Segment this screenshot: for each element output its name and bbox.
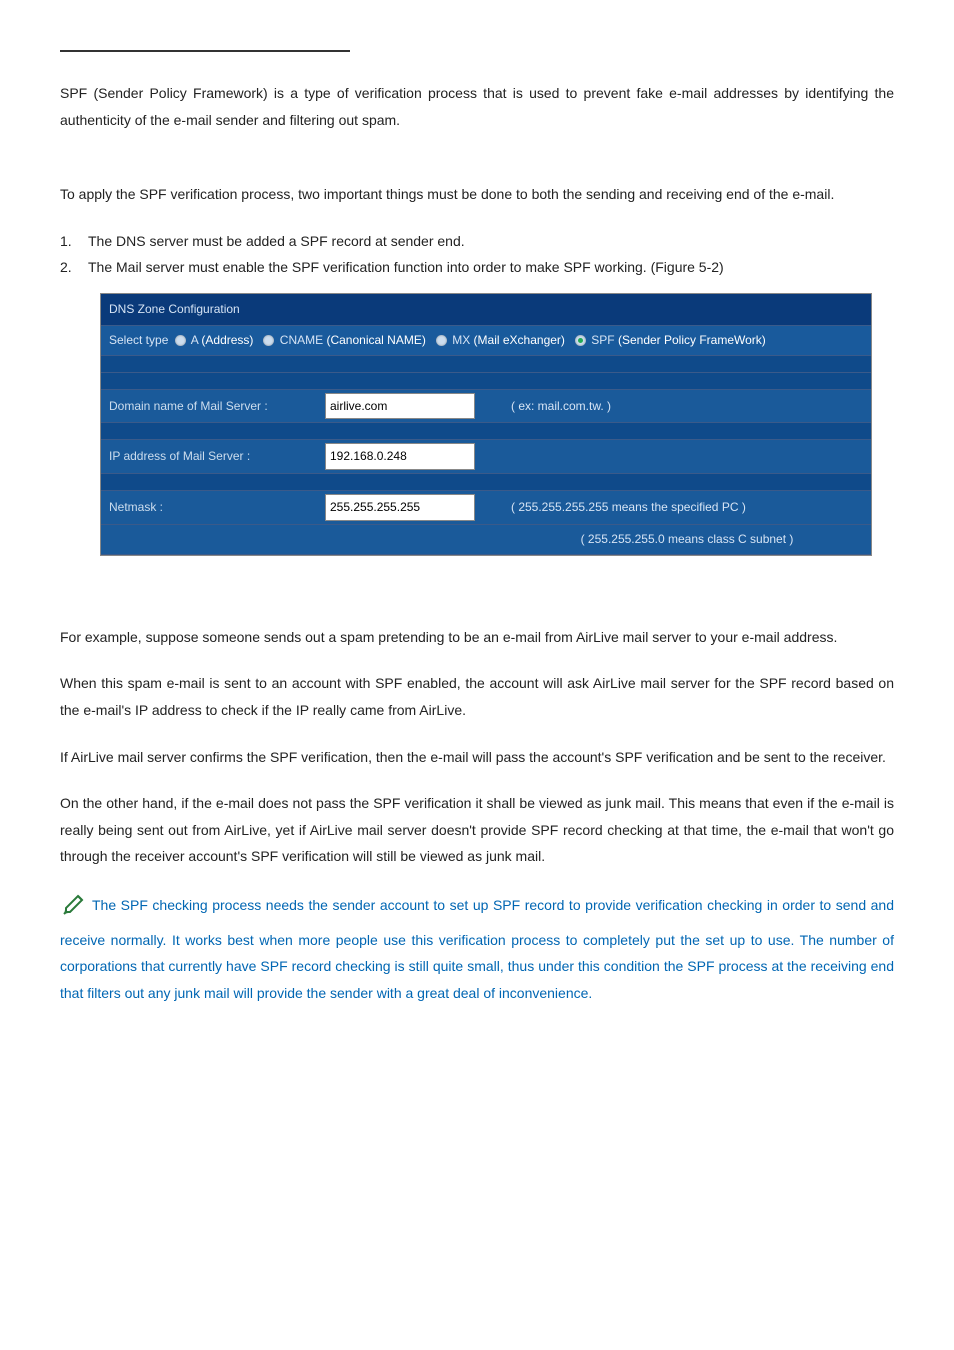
opt-a: (Address) (201, 333, 253, 347)
select-type-row: Select type A (Address) CNAME (Canonical… (101, 325, 871, 355)
radio-mx[interactable] (436, 335, 447, 346)
paragraph-spf-enabled: When this spam e-mail is sent to an acco… (60, 670, 894, 723)
opt-spf: (Sender Policy FrameWork) (618, 333, 766, 347)
radio-a[interactable] (175, 335, 186, 346)
note-text: The SPF checking process needs the sende… (60, 897, 894, 1001)
code-spf: SPF (591, 333, 614, 347)
domain-input[interactable]: airlive.com (325, 393, 475, 420)
netmask-hint2: ( 255.255.255.0 means class C subnet ) (503, 524, 871, 554)
paragraph-intro: SPF (Sender Policy Framework) is a type … (60, 80, 894, 133)
table-title: DNS Zone Configuration (101, 294, 871, 325)
netmask-row2: ( 255.255.255.0 means class C subnet ) (101, 524, 871, 554)
select-type-label: Select type (109, 333, 168, 347)
list-item-1: 1. The DNS server must be added a SPF re… (60, 228, 894, 255)
radio-spf[interactable] (575, 335, 586, 346)
opt-cname: (Canonical NAME) (326, 333, 425, 347)
radio-cname[interactable] (263, 335, 274, 346)
list-number: 1. (60, 228, 88, 255)
paragraph-confirm: If AirLive mail server confirms the SPF … (60, 744, 894, 771)
netmask-hint1: ( 255.255.255.255 means the specified PC… (503, 491, 871, 525)
paragraph-junk: On the other hand, if the e-mail does no… (60, 790, 894, 870)
note-paragraph: The SPF checking process needs the sende… (60, 890, 894, 1006)
domain-label: Domain name of Mail Server : (101, 389, 317, 423)
code-cname: CNAME (280, 333, 323, 347)
domain-row: Domain name of Mail Server : airlive.com… (101, 389, 871, 423)
dns-config-table: DNS Zone Configuration Select type A (Ad… (101, 294, 871, 555)
section-divider (60, 50, 350, 52)
code-mx: MX (452, 333, 470, 347)
ip-row: IP address of Mail Server : 192.168.0.24… (101, 440, 871, 474)
list-number: 2. (60, 254, 88, 281)
netmask-input[interactable]: 255.255.255.255 (325, 494, 475, 521)
netmask-label: Netmask : (101, 491, 317, 525)
netmask-row: Netmask : 255.255.255.255 ( 255.255.255.… (101, 491, 871, 525)
list-text: The Mail server must enable the SPF veri… (88, 254, 724, 281)
dns-config-figure: DNS Zone Configuration Select type A (Ad… (100, 293, 872, 556)
code-a: A (191, 333, 198, 347)
opt-mx: (Mail eXchanger) (474, 333, 565, 347)
paragraph-apply: To apply the SPF verification process, t… (60, 181, 894, 208)
ip-input[interactable]: 192.168.0.248 (325, 443, 475, 470)
pencil-note-icon (60, 890, 88, 927)
paragraph-example: For example, suppose someone sends out a… (60, 624, 894, 651)
ip-label: IP address of Mail Server : (101, 440, 317, 474)
table-header-row: DNS Zone Configuration (101, 294, 871, 325)
domain-hint: ( ex: mail.com.tw. ) (503, 389, 871, 423)
list-item-2: 2. The Mail server must enable the SPF v… (60, 254, 894, 281)
list-text: The DNS server must be added a SPF recor… (88, 228, 465, 255)
